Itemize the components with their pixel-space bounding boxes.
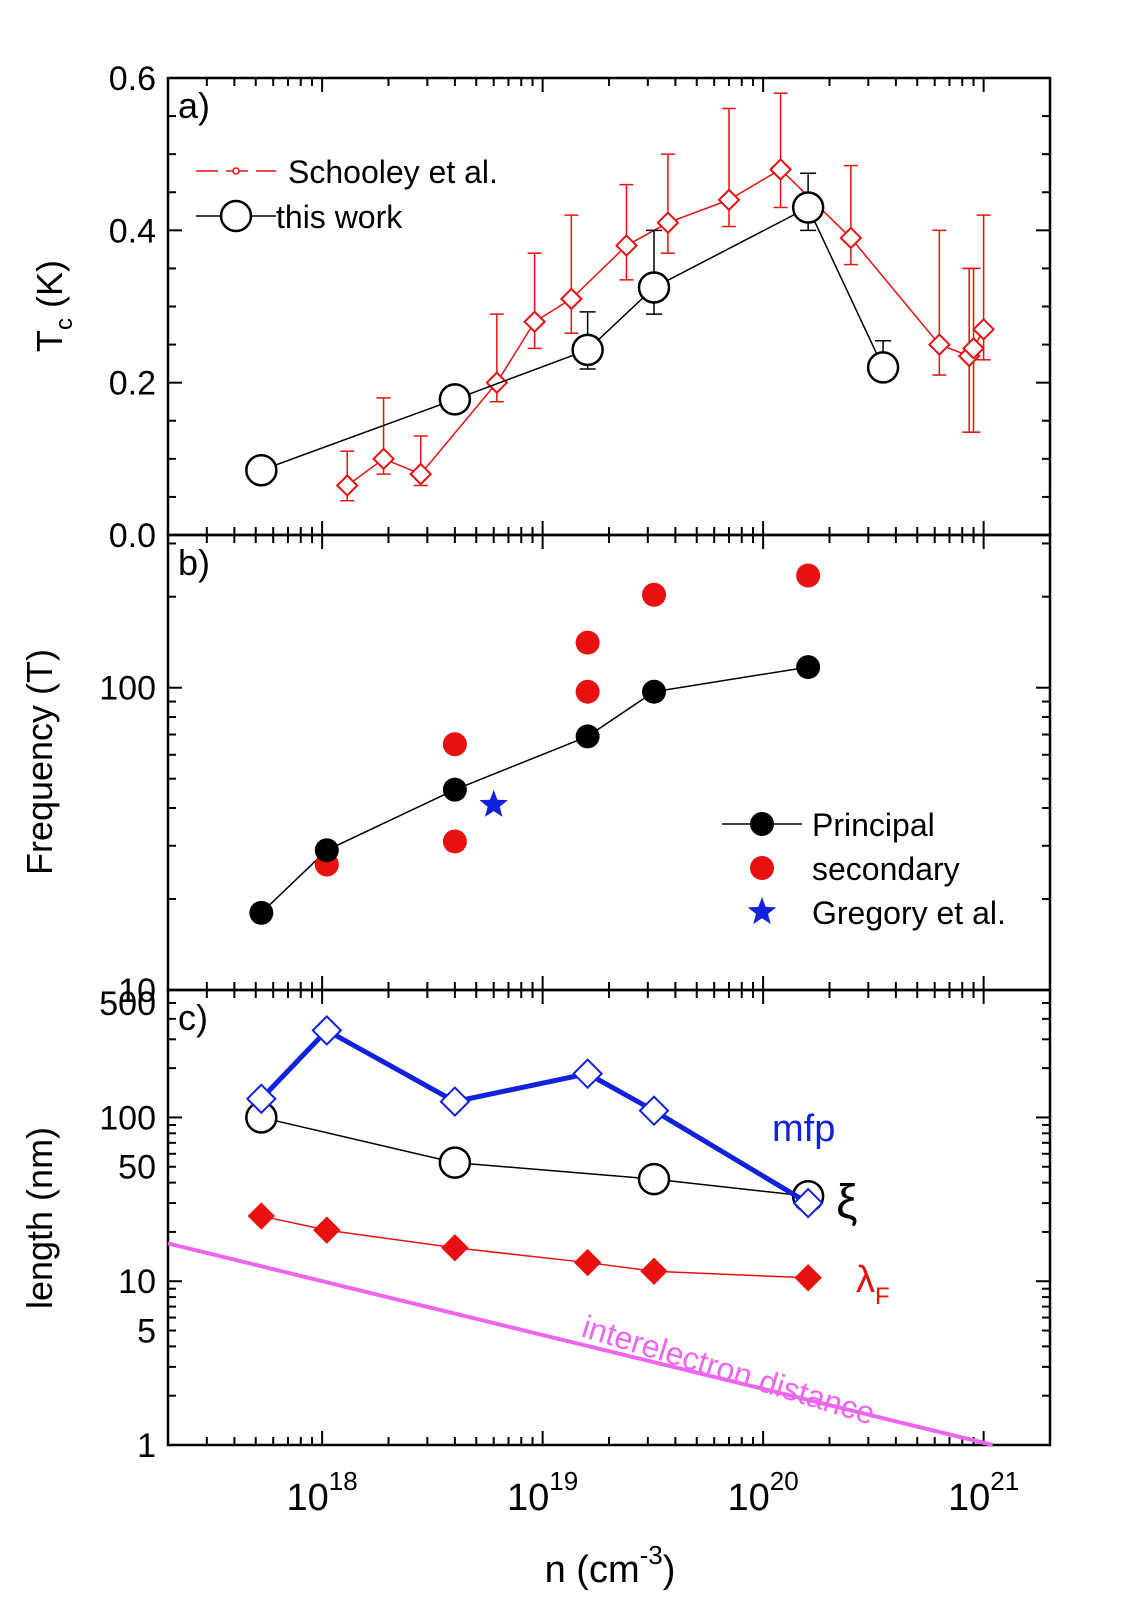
schooley-point — [927, 333, 951, 356]
schooley-point — [559, 287, 583, 311]
xi-point — [438, 1146, 472, 1179]
schooley-point — [769, 157, 792, 181]
schooley-point — [962, 336, 985, 360]
interelectron-line — [167, 1241, 994, 1447]
y-tick-label: 100 — [99, 670, 156, 708]
principal-point — [575, 724, 600, 749]
legend-gregory-marker — [747, 897, 777, 925]
x-tick-label: 1018 — [287, 1466, 358, 1519]
legend-principal-marker — [750, 812, 774, 836]
panel-c-label: c) — [178, 997, 208, 1038]
schooley-point — [485, 371, 509, 395]
y-tick-label: 1 — [137, 1427, 156, 1465]
y-tick-label: 10 — [118, 1263, 156, 1301]
schooley-point — [717, 188, 741, 212]
secondary-point — [575, 679, 600, 704]
schooley-point — [372, 447, 396, 471]
this-work-point — [791, 191, 825, 224]
legend-secondary-marker — [750, 856, 774, 880]
panel-b-label: b) — [178, 542, 210, 583]
lambda-f-point — [441, 1234, 469, 1262]
schooley-point — [335, 474, 359, 497]
x-tick-label: 1021 — [948, 1466, 1019, 1519]
legend-gregory-label: Gregory et al. — [812, 895, 1006, 931]
y-axis-title-c: length (nm) — [19, 1127, 60, 1309]
mfp-point — [245, 1083, 277, 1115]
lambda-f-point — [794, 1264, 822, 1292]
y-tick-label: 0.6 — [109, 60, 156, 98]
gregory-point — [479, 789, 508, 817]
y-tick-label: 500 — [99, 985, 156, 1023]
secondary-point — [796, 563, 821, 588]
lambda-f-point — [313, 1216, 341, 1244]
y-tick-label: 10 — [118, 972, 156, 1010]
legend-this-work-marker — [219, 199, 253, 233]
lambda-f-label: λF — [856, 1259, 890, 1310]
schooley-point — [523, 310, 547, 334]
principal-line — [260, 666, 809, 914]
y-tick-label: 100 — [99, 1099, 156, 1137]
schooley-point — [972, 317, 996, 341]
x-tick-label: 1019 — [507, 1466, 578, 1519]
legend-this-work-label: this work — [276, 199, 403, 235]
principal-point — [642, 679, 667, 704]
secondary-point — [575, 630, 600, 655]
mfp-point — [439, 1086, 471, 1117]
secondary-point — [442, 829, 467, 854]
this-work-point — [245, 454, 278, 487]
x-tick-label: 1020 — [728, 1466, 799, 1519]
lambda-f-point — [573, 1248, 602, 1277]
xi-label: ξ — [836, 1176, 858, 1229]
y-axis-title-b: Frequency (T) — [19, 649, 60, 875]
y-tick-label: 0.0 — [109, 517, 156, 555]
y-tick-label: 0.2 — [109, 365, 156, 403]
this-work-point — [637, 271, 671, 304]
xi-line — [261, 1116, 809, 1198]
lambda-f-point — [640, 1257, 668, 1285]
secondary-point — [442, 732, 467, 757]
schooley-point — [656, 211, 680, 235]
principal-point — [249, 900, 274, 925]
mfp-point — [311, 1014, 343, 1046]
legend-schooley-label: Schooley et al. — [288, 154, 498, 190]
y-tick-label: 5 — [137, 1313, 156, 1351]
secondary-point — [642, 582, 667, 607]
principal-point — [442, 777, 467, 802]
mfp-point — [792, 1187, 824, 1219]
principal-point — [796, 655, 821, 680]
mfp-point — [638, 1095, 670, 1127]
y-axis-title-a: Tc (K) — [29, 260, 78, 352]
lambda-f-line — [261, 1215, 809, 1279]
panel-a-frame — [166, 76, 1052, 537]
this-work-point — [571, 333, 604, 367]
y-tick-label: 50 — [118, 1149, 156, 1187]
schooley-point — [409, 462, 433, 486]
y-tick-label: 0.4 — [109, 212, 156, 250]
mfp-point — [572, 1058, 604, 1090]
principal-point — [314, 838, 339, 863]
this-work-point — [866, 351, 900, 384]
lambda-f-point — [247, 1202, 276, 1230]
mfp-label: mfp — [772, 1108, 835, 1150]
xi-point — [637, 1162, 671, 1196]
panel-a-label: a) — [178, 85, 210, 126]
schooley-point — [615, 234, 638, 257]
x-axis-title: n (cm-3) — [545, 1540, 676, 1591]
schooley-point — [839, 226, 863, 250]
legend-schooley-marker — [232, 167, 240, 175]
legend-secondary-label: secondary — [812, 851, 960, 887]
this-work-line — [261, 206, 884, 471]
interelectron-label: interelectron distance — [578, 1308, 879, 1431]
mfp-line — [259, 1027, 810, 1206]
legend-principal-label: Principal — [812, 807, 935, 843]
this-work-point — [438, 383, 472, 416]
